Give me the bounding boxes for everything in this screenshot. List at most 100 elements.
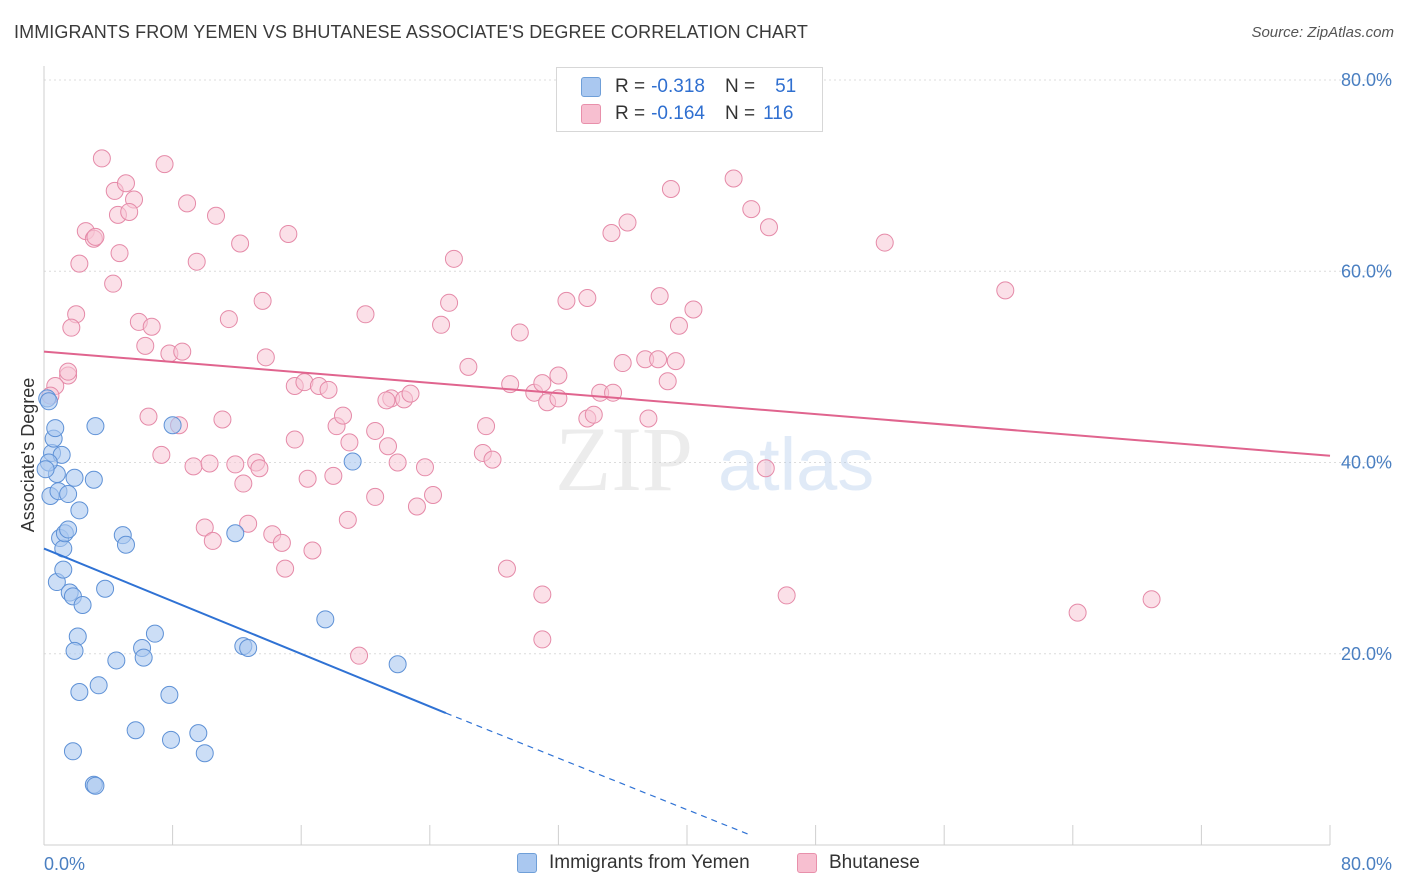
bhutanese-point: [110, 244, 129, 263]
bhutanese-point: [661, 180, 680, 199]
legend-swatch-yemen: [517, 853, 537, 873]
bhutanese-trend-line: [43, 350, 1331, 457]
yemen-points: [36, 389, 407, 795]
bhutanese-point: [533, 585, 552, 604]
yemen-point: [160, 685, 179, 704]
bhutanese-point: [377, 391, 396, 410]
bhutanese-point: [178, 194, 197, 213]
yemen-point: [59, 485, 78, 504]
x-tick-label: 80.0%: [1341, 854, 1392, 874]
bhutanese-point: [207, 206, 226, 225]
yemen-trend-line: [43, 547, 447, 714]
bhutanese-point: [759, 218, 778, 237]
bhutanese-point: [116, 174, 135, 193]
yemen-point: [73, 595, 92, 614]
bhutanese-point: [875, 233, 894, 252]
bhutanese-point: [256, 348, 275, 367]
bhutanese-point: [510, 323, 529, 342]
bhutanese-point: [136, 336, 155, 355]
bhutanese-point: [285, 430, 304, 449]
bhutanese-point: [669, 316, 688, 335]
bhutanese-point: [213, 410, 232, 429]
legend-item-yemen[interactable]: Immigrants from Yemen: [517, 852, 750, 874]
bhutanese-point: [142, 317, 161, 336]
legend-row-yemen: R = -0.318 N = 51: [581, 74, 796, 100]
yemen-point: [134, 648, 153, 667]
yemen-point: [63, 742, 82, 761]
bhutanese-point: [195, 518, 214, 537]
bhutanese-point: [250, 459, 269, 478]
legend-n-label: N =: [724, 76, 756, 97]
bhutanese-point: [226, 455, 245, 474]
bhutanese-point: [602, 224, 621, 242]
watermark-atlas: atlas: [718, 423, 874, 506]
bhutanese-point: [86, 227, 105, 246]
yemen-point: [343, 452, 362, 471]
y-tick-label: 60.0%: [1341, 261, 1392, 281]
legend-n-value: 51: [775, 76, 797, 97]
bhutanese-point: [742, 200, 761, 219]
series-legend: Immigrants from Yemen Bhutanese: [0, 852, 1406, 878]
bhutanese-point: [279, 224, 298, 243]
bhutanese-point: [424, 486, 443, 505]
bhutanese-point: [1068, 603, 1087, 622]
bhutanese-point: [756, 459, 775, 478]
bhutanese-point: [319, 380, 338, 399]
yemen-point: [89, 676, 108, 695]
yemen-point: [65, 468, 84, 487]
bhutanese-point: [333, 406, 352, 425]
y-axis-title: Associate's Degree: [18, 378, 38, 533]
trend-lines: [43, 350, 1331, 836]
yemen-point: [163, 416, 182, 435]
bhutanese-point: [234, 474, 253, 493]
yemen-point: [36, 460, 55, 479]
yemen-point: [107, 651, 126, 670]
yemen-point: [54, 560, 73, 579]
grid-lines: [44, 79, 1394, 655]
bhutanese-point: [276, 559, 295, 578]
bhutanese-point: [366, 421, 385, 440]
yemen-point: [388, 655, 407, 674]
bhutanese-point: [388, 453, 407, 472]
bhutanese-point: [639, 409, 658, 428]
legend-label-bhutan: Bhutanese: [829, 852, 920, 873]
bhutanese-point: [477, 417, 496, 436]
bhutanese-point: [666, 352, 685, 371]
bhutanese-point: [92, 149, 111, 168]
bhutanese-point: [70, 254, 89, 273]
bhutanese-point: [549, 366, 568, 385]
bhutanese-point: [533, 374, 552, 393]
bhutanese-point: [724, 169, 743, 188]
bhutanese-point: [483, 450, 502, 469]
yemen-point: [239, 639, 258, 658]
bhutanese-point: [219, 310, 238, 329]
y-tick-label: 20.0%: [1341, 644, 1392, 664]
legend-r-label: R =: [615, 103, 646, 124]
yemen-point: [226, 524, 245, 543]
yemen-point: [126, 721, 145, 740]
bhutanese-point: [649, 350, 668, 369]
legend-r-label: R =: [615, 76, 646, 97]
bhutanese-point: [152, 445, 171, 464]
bhutanese-point: [187, 252, 206, 271]
yemen-point: [161, 730, 180, 749]
legend-item-bhutan[interactable]: Bhutanese: [797, 852, 920, 874]
yemen-point: [70, 683, 89, 701]
bhutanese-point: [120, 202, 139, 221]
bhutanese-point: [239, 514, 258, 533]
bhutanese-point: [684, 300, 703, 319]
y-tick-label: 80.0%: [1341, 70, 1392, 90]
bhutanese-point: [272, 533, 291, 552]
bhutanese-point: [996, 281, 1015, 300]
bhutanese-point: [379, 437, 398, 456]
bhutanese-point: [203, 531, 222, 550]
legend-swatch-yemen: [581, 77, 601, 97]
legend-r-value: -0.164: [651, 103, 705, 124]
bhutanese-point: [59, 362, 78, 381]
bhutanese-point: [1142, 590, 1161, 609]
yemen-point: [70, 501, 89, 520]
legend-swatch-bhutan: [797, 853, 817, 873]
bhutanese-point: [340, 433, 359, 452]
legend-n-label: N =: [724, 103, 756, 124]
